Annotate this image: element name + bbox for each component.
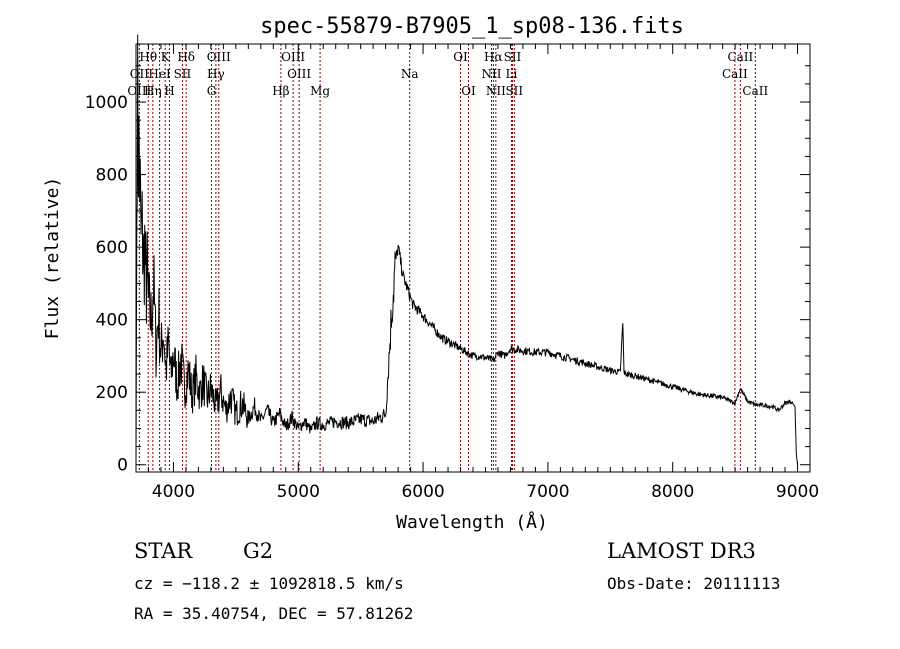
chart-title: spec-55879-B7905_1_sp08-136.fits [260, 14, 684, 39]
line-label: SII [505, 84, 523, 98]
line-label: G [207, 84, 217, 98]
y-tick-label: 400 [96, 311, 128, 331]
x-axis-title: Wavelength (Å) [396, 511, 548, 533]
line-label: CaII [722, 67, 748, 81]
object-class: STAR [134, 539, 193, 563]
y-tick-label: 600 [96, 238, 128, 258]
observation-date: Obs-Date: 20111113 [607, 574, 781, 593]
line-label: OIII [281, 50, 305, 64]
line-label: Hδ [177, 50, 195, 64]
line-label: K [161, 50, 171, 64]
survey-name: LAMOST DR3 [607, 539, 756, 563]
line-label: OI [461, 84, 476, 98]
line-label: Hη [144, 84, 162, 98]
line-label: NII [486, 84, 506, 98]
spectrum-chart: spec-55879-B7905_1_sp08-136.fits Hθ K Hδ OI… [42, 14, 819, 533]
line-label: OIII [207, 50, 231, 64]
x-axis-ticks: 4000 5000 6000 7000 8000 9000 [135, 44, 819, 502]
line-label: SII [504, 50, 522, 64]
x-tick-label: 7000 [526, 482, 569, 502]
spectrum-line [135, 34, 798, 465]
line-label: CaII [742, 84, 768, 98]
x-tick-label: 9000 [776, 482, 819, 502]
emission-line-markers [138, 44, 756, 472]
line-label: HeI [148, 67, 171, 81]
y-tick-label: 1000 [85, 93, 128, 113]
line-label: Hγ [207, 67, 225, 81]
y-axis-title: Flux (relative) [42, 177, 63, 340]
y-tick-label: 200 [96, 383, 128, 403]
line-label: OII [130, 67, 150, 81]
y-axis-ticks: 0 200 400 600 800 1000 [85, 65, 810, 476]
x-tick-label: 4000 [152, 482, 195, 502]
line-label: Na [401, 67, 419, 81]
line-label: Li [506, 67, 518, 81]
x-tick-label: 6000 [401, 482, 444, 502]
line-label: NII [481, 67, 501, 81]
line-label: OIII [287, 67, 311, 81]
x-tick-label: 8000 [651, 482, 694, 502]
line-label: Hθ [139, 50, 157, 64]
line-label: CaII [727, 50, 753, 64]
y-tick-label: 800 [96, 166, 128, 186]
line-label: OIII [127, 84, 151, 98]
line-label: SII [174, 67, 192, 81]
x-tick-label: 5000 [277, 482, 320, 502]
coordinates: RA = 35.40754, DEC = 57.81262 [134, 604, 414, 623]
line-label: OI [453, 50, 468, 64]
y-tick-label: 0 [117, 456, 128, 476]
object-subclass: G2 [243, 539, 274, 563]
redshift-velocity: cz = −118.2 ± 1092818.5 km/s [134, 574, 404, 593]
line-label: Hα [484, 50, 503, 64]
line-label: Mg [310, 84, 330, 98]
line-label: H [164, 84, 174, 98]
line-label: Hβ [272, 84, 289, 98]
